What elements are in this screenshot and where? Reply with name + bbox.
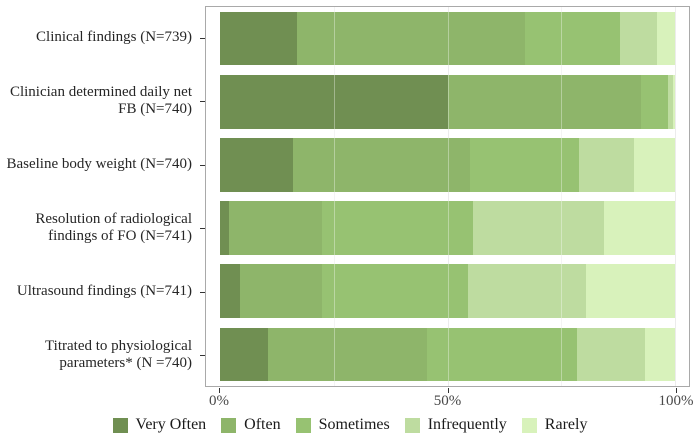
bar-rows (220, 7, 675, 386)
bar-row (220, 260, 675, 323)
bar-segment-rarely (672, 74, 675, 129)
stacked-bar (220, 138, 675, 192)
y-axis-tick (200, 37, 205, 39)
bar-row (220, 197, 675, 260)
bar-segment-sometimes (640, 74, 669, 129)
legend-swatch-sometimes (295, 417, 311, 433)
bar-segment-often (229, 201, 323, 255)
category-label-text: Ultrasound findings (N=741) (16, 282, 192, 299)
category-label-baseline-body-weight: Baseline body weight (N=740) (0, 133, 205, 197)
plot-area (220, 7, 676, 386)
category-label-text: Clinical findings (N=739) (36, 28, 192, 45)
legend-swatch-often (221, 417, 237, 433)
legend-item-often: Often (221, 416, 281, 434)
bar-row (220, 133, 675, 196)
legend-item-very-often: Very Often (112, 416, 207, 434)
bar-row (220, 323, 675, 386)
category-label-ultrasound-findings: Ultrasound findings (N=741) (0, 260, 205, 324)
bar-segment-sometimes (427, 327, 578, 382)
category-label-text: Baseline body weight (N=740) (6, 155, 192, 172)
y-axis-tick (200, 355, 205, 357)
bar-segment-often (297, 11, 525, 66)
x-tick-label-50: 50% (433, 393, 462, 409)
category-label-text: Resolution of radiological findings of F… (35, 210, 192, 245)
x-tick-mark-50 (447, 388, 449, 393)
gridline-100 (675, 7, 676, 386)
y-axis-tick (200, 164, 205, 166)
y-axis-tick (200, 228, 205, 230)
category-label-clinician-daily-net-fb: Clinician determined daily net FB (N=740… (0, 70, 205, 134)
category-label-text: Titrated to physiological parameters* (N… (45, 337, 192, 372)
bar-segment-sometimes (470, 138, 580, 192)
legend-swatch-infrequently (404, 417, 420, 433)
y-axis-tick (200, 101, 205, 103)
bar-segment-rarely (604, 201, 675, 255)
bar-segment-rarely (656, 11, 675, 66)
legend-label-rarely: Rarely (544, 416, 588, 433)
legend-label-infrequently: Infrequently (427, 416, 507, 433)
stacked-bar (220, 11, 675, 66)
bar-segment-often (267, 327, 428, 382)
legend-label-often: Often (244, 416, 281, 433)
bar-segment-sometimes (524, 11, 621, 66)
category-label-clinical-findings: Clinical findings (N=739) (0, 6, 205, 70)
legend: Very Often Often Sometimes Infrequently … (0, 416, 700, 434)
y-axis-tick (200, 291, 205, 293)
bar-segment-infrequently (472, 201, 605, 255)
gridline-50 (447, 7, 449, 386)
legend-swatch-very-often (112, 417, 128, 433)
stacked-bar (220, 264, 675, 319)
bar-segment-often (240, 264, 323, 319)
plot-panel (205, 6, 690, 387)
stacked-bar (220, 327, 675, 382)
bar-row (220, 70, 675, 133)
bar-segment-very-often (220, 74, 448, 129)
bar-segment-infrequently (577, 327, 646, 382)
x-tick-mark-100 (676, 388, 677, 393)
bar-segment-rarely (645, 327, 675, 382)
x-tick-label-100: 100% (658, 393, 694, 409)
bar-segment-very-often (220, 138, 293, 192)
legend-item-infrequently: Infrequently (404, 416, 507, 434)
category-label-radiological-findings: Resolution of radiological findings of F… (0, 197, 205, 261)
bar-segment-infrequently (467, 264, 587, 319)
bar-segment-sometimes (322, 201, 473, 255)
x-tick-label-0: 0% (209, 393, 229, 409)
bar-row (220, 7, 675, 70)
bar-segment-very-often (220, 264, 241, 319)
bar-segment-very-often (220, 11, 298, 66)
gridline-75 (561, 7, 563, 386)
y-axis-labels: Clinical findings (N=739) Clinician dete… (0, 6, 205, 387)
legend-label-very-often: Very Often (135, 416, 207, 433)
bar-segment-infrequently (579, 138, 635, 192)
bar-segment-often (292, 138, 471, 192)
bar-segment-infrequently (668, 74, 673, 129)
category-label-titrated-parameters: Titrated to physiological parameters* (N… (0, 324, 205, 388)
legend-label-sometimes: Sometimes (318, 416, 390, 433)
gridline-25 (333, 7, 335, 386)
stacked-bar (220, 74, 675, 129)
stacked-bar (220, 201, 675, 255)
x-tick-mark-0 (219, 388, 220, 393)
bar-segment-infrequently (620, 11, 657, 66)
chart-body: Clinical findings (N=739) Clinician dete… (0, 6, 690, 387)
legend-item-sometimes: Sometimes (295, 416, 390, 434)
x-axis: 0% 50% 100% (209, 388, 694, 414)
bar-segment-sometimes (322, 264, 468, 319)
bar-segment-very-often (220, 327, 268, 382)
bar-segment-often (447, 74, 641, 129)
bar-segment-rarely (634, 138, 675, 192)
bar-segment-rarely (586, 264, 675, 319)
bar-segment-very-often (220, 201, 230, 255)
category-label-text: Clinician determined daily net FB (N=740… (9, 83, 192, 118)
legend-item-rarely: Rarely (521, 416, 588, 434)
legend-swatch-rarely (521, 417, 537, 433)
